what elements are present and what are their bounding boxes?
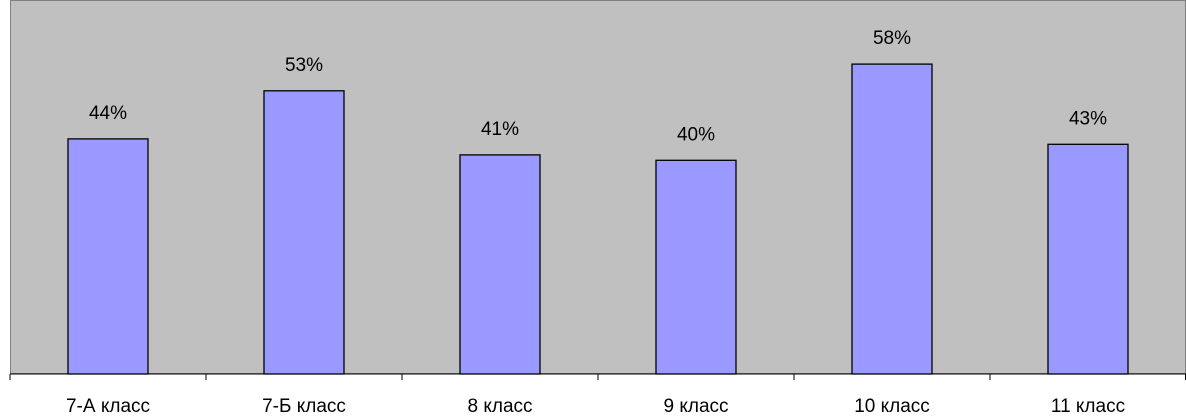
data-label-2: 41% [481,119,519,140]
x-tick-label-4: 10 класс [854,396,930,417]
x-tick-label-2: 8 класс [467,396,532,417]
x-tick-label-0: 7-А класс [66,396,150,417]
data-label-4: 58% [873,28,911,49]
bar-1 [263,90,345,375]
data-label-3: 40% [677,124,715,145]
bar-3 [655,159,737,375]
data-label-5: 43% [1069,108,1107,129]
bar-0 [67,138,149,375]
data-labels-group: 44% 53% 41% 40% 58% 43% [89,28,1107,145]
x-tick-label-5: 11 класс [1051,396,1125,417]
bar-5 [1047,143,1129,375]
bar-2 [459,154,541,375]
x-tick-label-3: 9 класс [663,396,728,417]
plot-area [10,0,1186,374]
data-label-1: 53% [285,55,323,76]
data-label-0: 44% [89,103,127,124]
x-axis-ticks [9,374,1186,380]
x-tick-label-1: 7-Б класс [262,396,346,417]
bars-group [67,63,1129,375]
x-axis-tick-labels: 7-А класс 7-Б класс 8 класс 9 класс 10 класс… [66,396,1125,417]
bar-4 [851,63,933,375]
